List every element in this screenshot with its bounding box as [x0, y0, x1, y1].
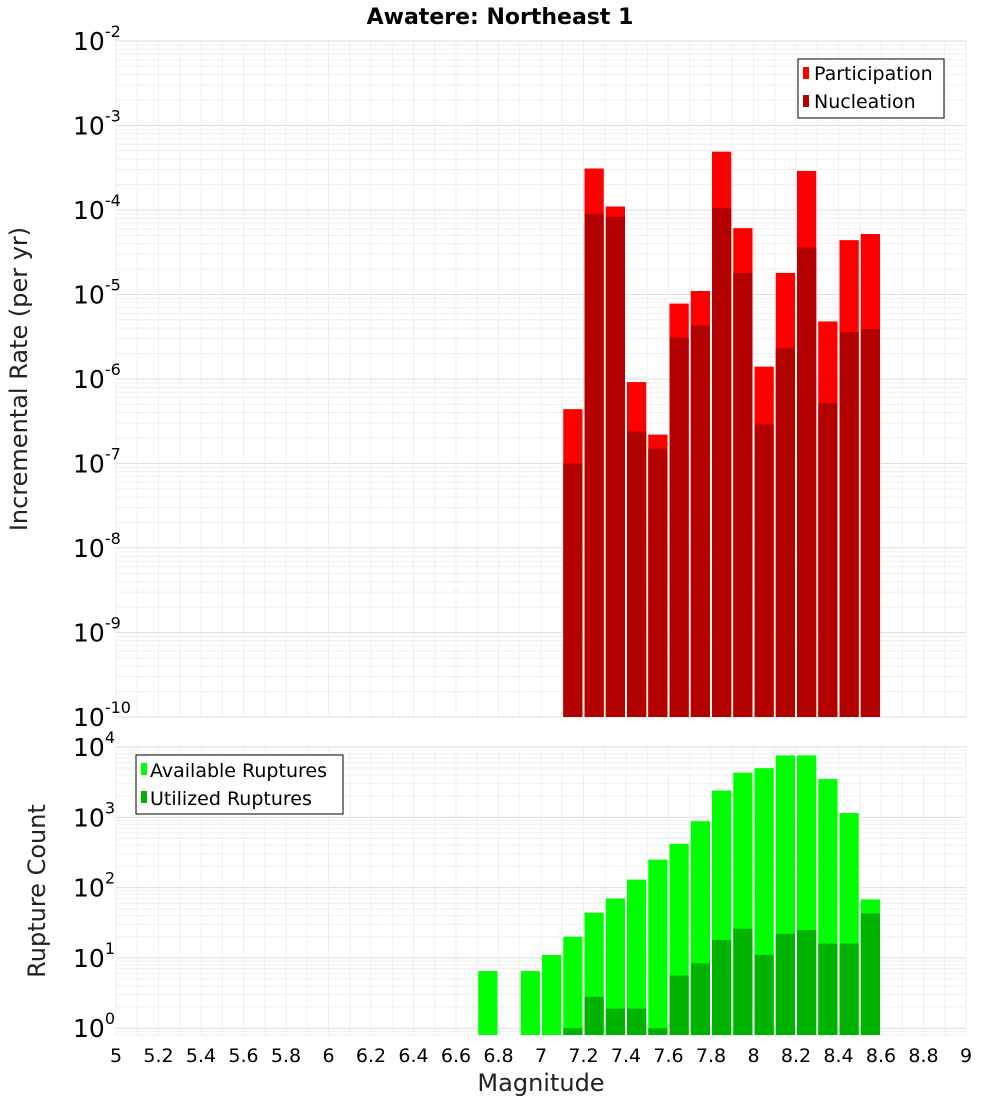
- count-bar-b: [860, 913, 880, 1035]
- count-bar-a: [542, 954, 562, 1035]
- top-legend-box: [797, 58, 945, 119]
- y-tick-label: 10-5: [73, 276, 121, 310]
- legend-swatch-participation: [803, 67, 809, 79]
- rate-bar-b: [733, 272, 753, 717]
- y-tick-label: 103: [73, 798, 115, 832]
- bottom-legend-box: [135, 754, 344, 815]
- y-tick-label: 10-6: [73, 360, 121, 394]
- y-tick-label: 101: [73, 939, 115, 973]
- top-plot: 10-2 10-3 10-4 10-5 10-6 10-7 10-8 10-9 10-10 In…: [5, 22, 967, 732]
- rate-bar-b: [839, 331, 859, 717]
- rate-bar-b: [627, 431, 647, 717]
- legend-label-nucleation: Nucleation: [814, 91, 916, 113]
- y-tick-label: 10-4: [73, 191, 121, 225]
- count-bar-b: [584, 996, 604, 1035]
- bottom-plot-bars: [478, 755, 880, 1035]
- x-tick-label: 7: [535, 1045, 547, 1067]
- x-tick-label: 7.8: [696, 1045, 726, 1067]
- y-tick-label: 100: [73, 1009, 115, 1043]
- count-bar-b: [818, 943, 838, 1035]
- rate-bar-b: [754, 424, 774, 717]
- top-y-axis-label: Incremental Rate (per yr): [5, 227, 33, 531]
- rate-bar-b: [797, 247, 817, 717]
- count-bar-b: [797, 929, 817, 1035]
- x-tick-label: 8.6: [866, 1045, 896, 1067]
- count-bar-b: [563, 1028, 583, 1035]
- count-bar-b: [669, 975, 689, 1035]
- x-tick-label: 6.8: [483, 1045, 513, 1067]
- rate-bar-b: [775, 348, 795, 717]
- y-tick-label: 10-7: [73, 445, 121, 479]
- count-bar-a: [648, 859, 668, 1035]
- y-tick-label: 10-2: [73, 22, 121, 56]
- legend-label-utilized-ruptures: Utilized Ruptures: [150, 788, 312, 810]
- x-tick-label: 5.8: [271, 1045, 301, 1067]
- count-bar-a: [605, 898, 625, 1035]
- rate-bar-b: [584, 213, 604, 717]
- count-bar-b: [754, 954, 774, 1035]
- x-tick-label: 6.2: [356, 1045, 386, 1067]
- bottom-legend: Available Ruptures Utilized Ruptures: [135, 754, 344, 815]
- rate-bar-b: [669, 337, 689, 717]
- rate-bar-b: [690, 325, 710, 717]
- rate-bar-b: [860, 329, 880, 717]
- rate-bar-b: [605, 216, 625, 718]
- x-tick-label: 5.2: [143, 1045, 173, 1067]
- count-bar-a: [478, 971, 498, 1035]
- x-tick-label: 5.6: [228, 1045, 258, 1067]
- x-tick-label: 8.2: [781, 1045, 811, 1067]
- count-bar-b: [839, 943, 859, 1035]
- chart-title: Awatere: Northeast 1: [367, 5, 634, 30]
- y-tick-label: 10-3: [73, 107, 121, 141]
- count-bar-b: [775, 933, 795, 1035]
- top-plot-bars: [563, 151, 880, 718]
- count-bar-b: [733, 928, 753, 1035]
- x-tick-label: 6: [322, 1045, 334, 1067]
- legend-swatch-utilized-ruptures: [141, 791, 147, 803]
- bottom-plot: 104 103 102 101 100 Rupture Count Available …: [23, 728, 967, 1043]
- rate-bar-b: [712, 208, 732, 717]
- legend-label-available-ruptures: Available Ruptures: [150, 760, 327, 782]
- bottom-y-ticks: 104 103 102 101 100: [73, 728, 115, 1043]
- x-tick-label: 6.6: [441, 1045, 471, 1067]
- rate-bar-b: [818, 402, 838, 717]
- legend-label-participation: Participation: [814, 63, 933, 85]
- legend-swatch-nucleation: [803, 95, 809, 107]
- count-bar-b: [712, 939, 732, 1035]
- x-axis-label: Magnitude: [477, 1069, 604, 1097]
- y-tick-label: 104: [73, 728, 115, 762]
- y-tick-label: 102: [73, 869, 115, 903]
- x-tick-label: 6.4: [398, 1045, 428, 1067]
- x-tick-label: 5: [110, 1045, 122, 1067]
- x-tick-label: 9: [960, 1045, 972, 1067]
- x-tick-label: 5.4: [186, 1045, 216, 1067]
- x-tick-label: 7.4: [611, 1045, 641, 1067]
- x-axis-ticks: 5 5.2 5.4 5.6 5.8 6 6.2 6.4 6.6 6.8 7 7.2 7.4 7.6 7.8 8…: [110, 1045, 972, 1067]
- x-tick-label: 8.8: [908, 1045, 938, 1067]
- rate-bar-b: [648, 448, 668, 717]
- y-tick-label: 10-9: [73, 614, 121, 648]
- count-bar-b: [605, 1008, 625, 1035]
- rate-bar-b: [563, 463, 583, 717]
- x-tick-label: 7.2: [568, 1045, 598, 1067]
- x-tick-label: 8: [747, 1045, 759, 1067]
- count-bar-a: [520, 971, 540, 1035]
- count-bar-b: [648, 1028, 668, 1035]
- top-legend: Participation Nucleation: [797, 58, 945, 119]
- top-plot-grid: [115, 40, 967, 718]
- top-y-ticks: 10-2 10-3 10-4 10-5 10-6 10-7 10-8 10-9 10-10: [73, 22, 131, 732]
- y-tick-label: 10-10: [73, 698, 131, 732]
- count-bar-b: [627, 1008, 647, 1035]
- x-tick-label: 8.4: [823, 1045, 853, 1067]
- y-tick-label: 10-8: [73, 529, 121, 563]
- bottom-y-axis-label: Rupture Count: [23, 804, 51, 978]
- x-tick-label: 7.6: [653, 1045, 683, 1067]
- legend-swatch-available-ruptures: [141, 763, 147, 775]
- count-bar-b: [690, 963, 710, 1035]
- count-bar-a: [563, 936, 583, 1035]
- count-bar-a: [627, 879, 647, 1035]
